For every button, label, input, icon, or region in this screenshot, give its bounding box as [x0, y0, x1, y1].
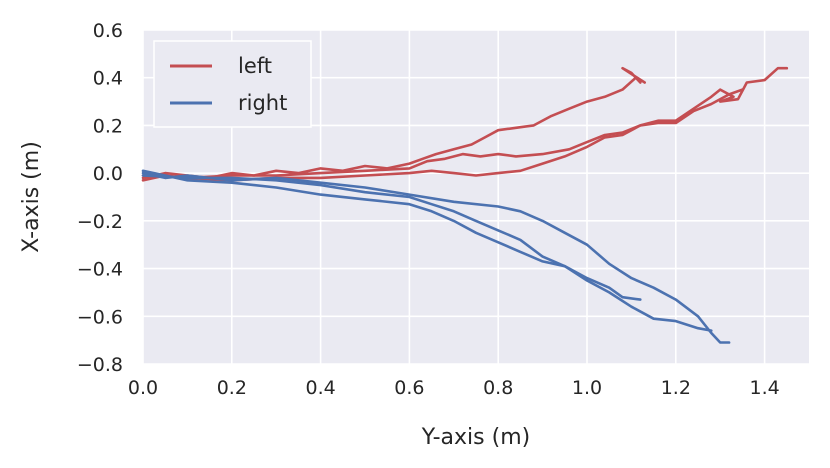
- series-right-trace-1: [141, 169, 642, 301]
- x-axis-label: Y-axis (m): [421, 425, 530, 450]
- series-lines: [141, 66, 789, 344]
- series-left-trace-1: [141, 66, 789, 182]
- y-axis-label: X-axis (m): [19, 141, 44, 253]
- y-tick-label: 0.4: [93, 68, 123, 90]
- legend-box: [153, 40, 312, 128]
- x-tick-label: 0.8: [483, 377, 513, 399]
- y-tick-labels: 0.6 0.4 0.2 0.0 −0.2 −0.4 −0.6 −0.8: [77, 20, 123, 376]
- y-tick-label: −0.6: [77, 306, 123, 328]
- x-tick-label: 0.4: [305, 377, 335, 399]
- x-tick-label: 0.2: [217, 377, 247, 399]
- series-left-trace-2: [141, 88, 744, 182]
- x-tick-label: 1.4: [749, 377, 779, 399]
- y-tick-label: 0.0: [93, 163, 123, 185]
- series-right-trace-2: [141, 174, 713, 332]
- x-tick-label: 0.0: [128, 377, 158, 399]
- y-tick-label: −0.2: [77, 211, 123, 233]
- y-tick-label: −0.8: [77, 354, 123, 376]
- x-tick-label: 0.6: [394, 377, 424, 399]
- y-tick-label: −0.4: [77, 259, 123, 281]
- y-tick-label: 0.2: [93, 115, 123, 137]
- legend: left right: [153, 40, 312, 128]
- x-tick-labels: 0.0 0.2 0.4 0.6 0.8 1.0 1.2 1.4: [128, 377, 780, 399]
- y-tick-label: 0.6: [93, 20, 123, 42]
- x-tick-label: 1.0: [572, 377, 602, 399]
- grid-lines: [142, 29, 809, 365]
- legend-label-right: right: [238, 91, 287, 115]
- legend-label-left: left: [238, 54, 272, 78]
- x-tick-label: 1.2: [661, 377, 691, 399]
